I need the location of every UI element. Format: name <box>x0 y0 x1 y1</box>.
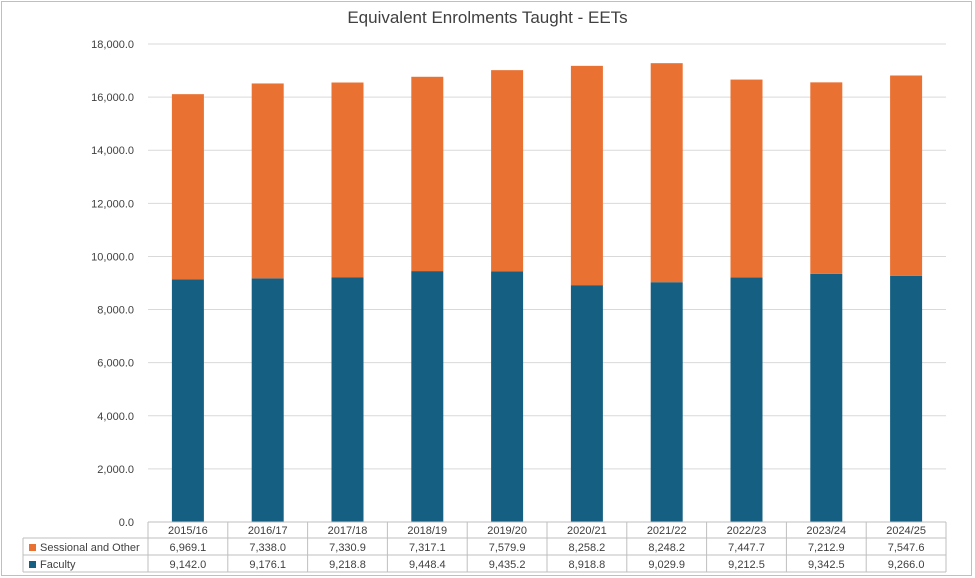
table-value: 7,317.1 <box>409 542 446 554</box>
legend-label: Sessional and Other <box>40 542 140 554</box>
y-axis: 0.0 2,000.0 4,000.0 6,000.0 8,000.0 10,000.0 1… <box>91 39 134 529</box>
y-tick-label: 2,000.0 <box>97 464 134 476</box>
table-value: 9,218.8 <box>329 559 366 571</box>
y-tick-label: 16,000.0 <box>91 92 134 104</box>
bar-segment <box>650 282 683 522</box>
y-tick-label: 6,000.0 <box>97 358 134 370</box>
bar-segment <box>730 277 763 522</box>
bar-segment <box>171 94 204 280</box>
legend-label: Faculty <box>40 559 76 571</box>
bar-segment <box>890 275 923 522</box>
bar-segment <box>810 273 843 522</box>
table-value: 7,547.6 <box>888 542 925 554</box>
table-value: 8,248.2 <box>648 542 685 554</box>
table-value: 9,266.0 <box>888 559 925 571</box>
table-value: 7,330.9 <box>329 542 366 554</box>
table-value: 7,212.9 <box>808 542 845 554</box>
x-tick-label: 2017/18 <box>328 525 368 537</box>
bar-segment <box>171 279 204 522</box>
bar-segment <box>411 76 444 272</box>
table-value: 9,029.9 <box>648 559 685 571</box>
legend-swatch <box>29 544 36 551</box>
bar-segment <box>890 75 923 276</box>
table-value: 9,435.2 <box>489 559 526 571</box>
table-value: 7,447.7 <box>728 542 765 554</box>
table-value: 9,342.5 <box>808 559 845 571</box>
data-table: 2015/16 2016/17 2017/18 2018/19 2019/20 2020/… <box>22 521 947 573</box>
y-tick-label: 18,000.0 <box>91 39 134 51</box>
x-tick-label: 2021/22 <box>647 525 687 537</box>
bar-segment <box>251 83 284 279</box>
bar-segment <box>650 63 683 283</box>
bar-segment <box>251 278 284 522</box>
y-tick-label: 14,000.0 <box>91 145 134 157</box>
table-value: 8,258.2 <box>569 542 606 554</box>
bar-segment <box>570 65 603 286</box>
bar-segment <box>491 70 524 272</box>
table-value: 8,918.8 <box>569 559 606 571</box>
x-tick-label: 2019/20 <box>487 525 527 537</box>
x-tick-label: 2018/19 <box>407 525 447 537</box>
bar-segment <box>331 277 364 522</box>
table-value: 9,212.5 <box>728 559 765 571</box>
table-value: 7,579.9 <box>489 542 526 554</box>
table-value: 9,142.0 <box>170 559 207 571</box>
x-tick-label: 2023/24 <box>806 525 846 537</box>
y-tick-label: 4,000.0 <box>97 411 134 423</box>
bar-segment <box>411 271 444 522</box>
chart-title: Equivalent Enrolments Taught - EETs <box>347 8 628 27</box>
y-tick-label: 12,000.0 <box>91 198 134 210</box>
y-tick-label: 10,000.0 <box>91 251 134 263</box>
bar-segment <box>810 82 843 274</box>
x-tick-label: 2015/16 <box>168 525 208 537</box>
table-value: 9,176.1 <box>249 559 286 571</box>
bar-segment <box>331 82 364 278</box>
bar-segment <box>491 271 524 522</box>
x-tick-label: 2022/23 <box>727 525 767 537</box>
bar-segment <box>730 79 763 278</box>
x-tick-label: 2020/21 <box>567 525 607 537</box>
x-tick-label: 2024/25 <box>886 525 926 537</box>
table-value: 6,969.1 <box>170 542 207 554</box>
bar-segment <box>570 285 603 522</box>
table-value: 7,338.0 <box>249 542 286 554</box>
table-value: 9,448.4 <box>409 559 446 571</box>
y-tick-label: 0.0 <box>119 517 134 529</box>
x-tick-label: 2016/17 <box>248 525 288 537</box>
bars <box>171 63 923 522</box>
legend-swatch <box>29 561 36 568</box>
y-tick-label: 8,000.0 <box>97 305 134 317</box>
